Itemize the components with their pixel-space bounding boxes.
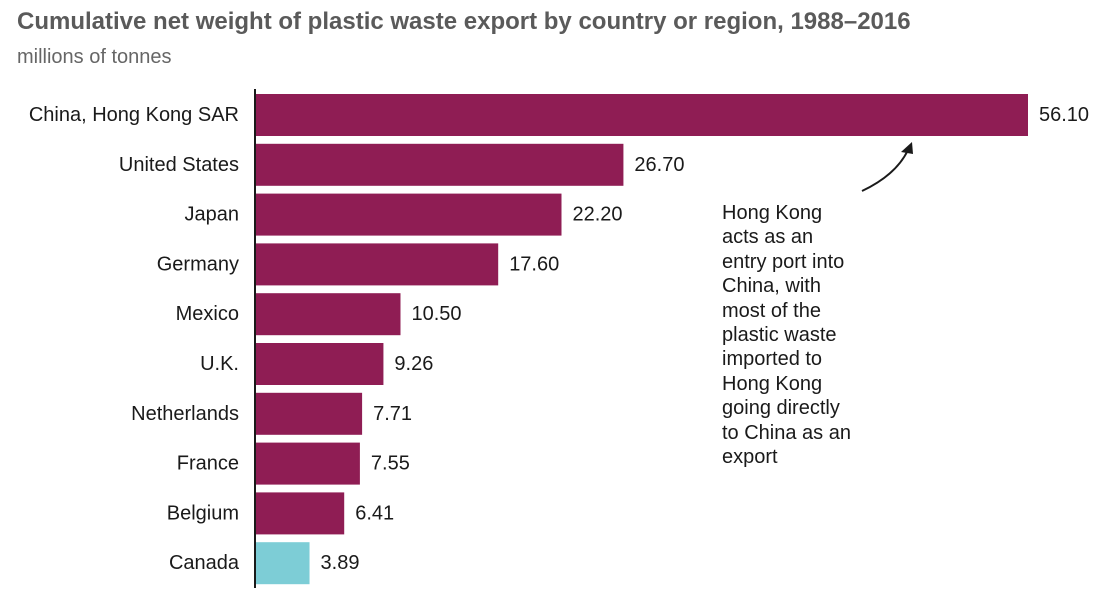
value-label: 26.70	[634, 154, 684, 176]
annotation-line: China, with	[722, 275, 821, 298]
category-label: United States	[119, 154, 239, 176]
value-label: 56.10	[1039, 104, 1089, 126]
annotation-line: export	[722, 446, 778, 469]
bar	[256, 143, 624, 186]
value-labels: 56.10 26.70 22.20 17.60 10.50 9.26 7.71 7.55 6.4…	[321, 104, 1090, 574]
annotation-line: Hong Kong	[722, 372, 823, 395]
annotation-line: to China as an	[722, 421, 851, 444]
bar	[256, 193, 562, 236]
value-label: 10.50	[411, 303, 461, 325]
annotation-line: acts as an	[722, 226, 814, 249]
value-label: 7.55	[371, 453, 410, 475]
category-label: Mexico	[176, 303, 239, 325]
category-label: China, Hong Kong SAR	[29, 104, 239, 126]
category-label: Japan	[185, 204, 240, 226]
category-label: Belgium	[167, 502, 239, 524]
value-label: 9.26	[394, 353, 433, 375]
annotation-line: entry port into	[722, 250, 845, 273]
annotation-arrow	[861, 149, 909, 192]
category-labels: China, Hong Kong SAR United States Japan Ge…	[29, 104, 240, 574]
annotation-line: going directly	[722, 397, 840, 420]
category-label: Germany	[157, 253, 239, 275]
category-label: Canada	[169, 552, 240, 574]
bar	[256, 243, 499, 286]
annotation-line: imported to	[722, 348, 823, 371]
value-label: 6.41	[355, 502, 394, 524]
annotation-line: most of the	[722, 299, 821, 322]
category-label: France	[177, 453, 239, 475]
category-label: U.K.	[200, 353, 239, 375]
bar	[256, 442, 360, 485]
value-label: 7.71	[373, 403, 412, 425]
value-label: 17.60	[509, 253, 559, 275]
bar	[256, 343, 384, 385]
annotation-line: Hong Kong	[722, 202, 823, 224]
bar	[256, 542, 310, 585]
annotation-note: Hong Kong acts as an entry port into China,…	[722, 201, 892, 469]
value-label: 3.89	[321, 552, 360, 574]
category-label: Netherlands	[131, 403, 239, 425]
chart-subtitle: millions of tonnes	[17, 46, 172, 68]
bar	[256, 492, 345, 535]
bar	[256, 392, 363, 435]
bar	[256, 293, 401, 336]
chart-title: Cumulative net weight of plastic waste e…	[17, 8, 911, 35]
value-label: 22.20	[572, 204, 622, 226]
annotation-line: plastic waste	[722, 324, 837, 347]
bar	[256, 94, 1028, 136]
annotation-arrowhead	[901, 142, 913, 154]
bars-layer	[256, 94, 1028, 585]
